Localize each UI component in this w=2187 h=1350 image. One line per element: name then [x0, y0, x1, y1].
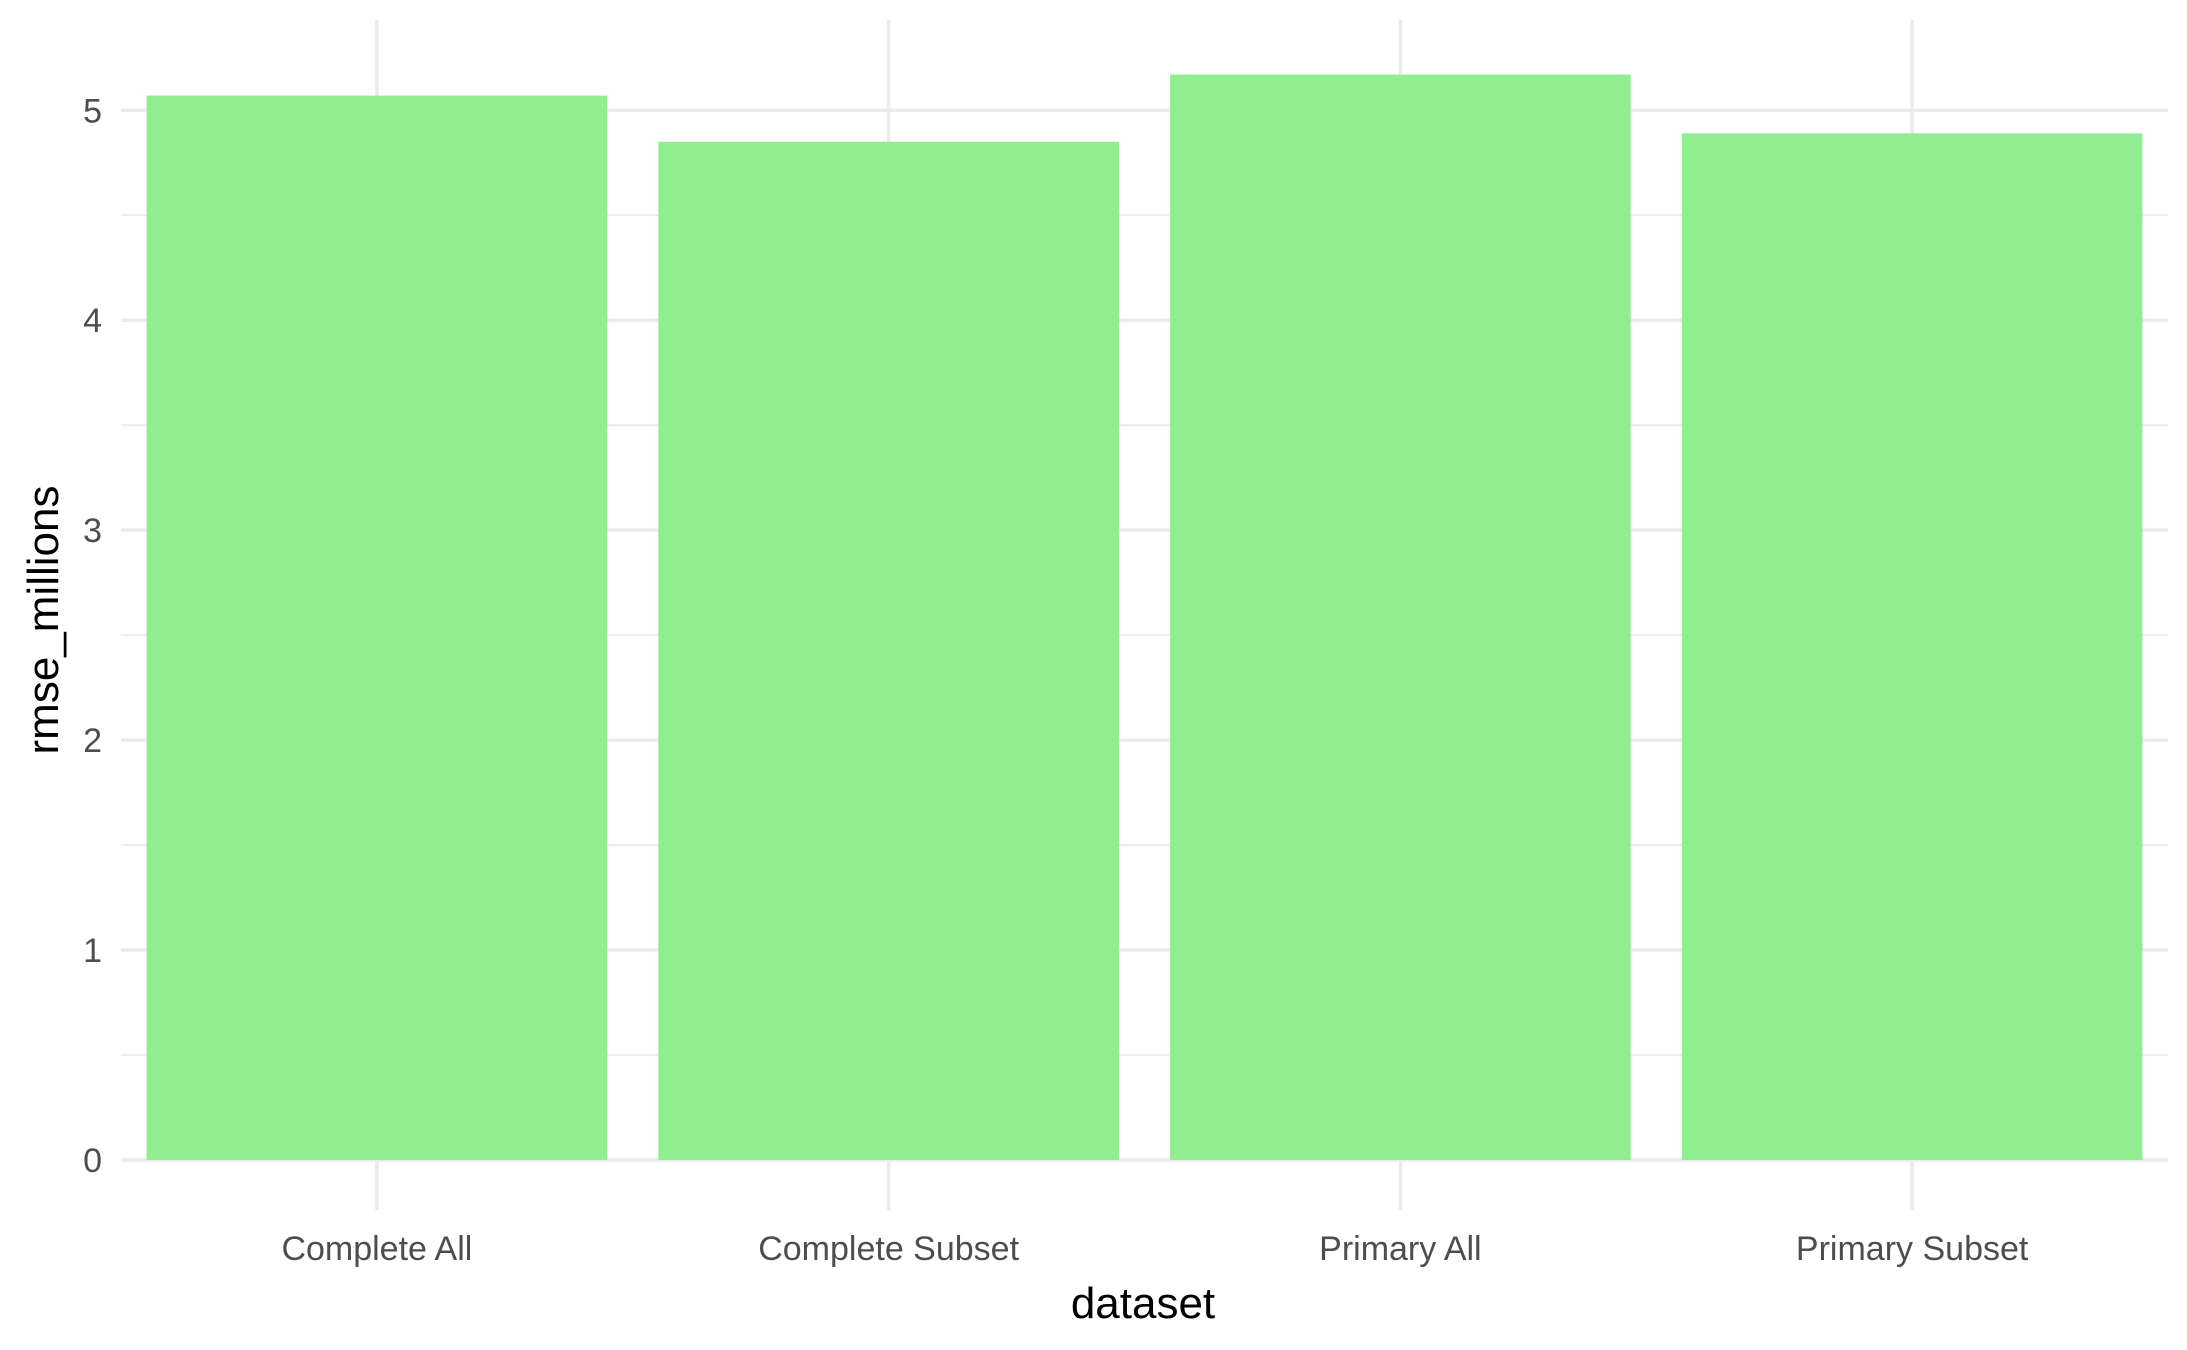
- y-tick-label: 0: [83, 1142, 102, 1180]
- y-tick-label: 5: [83, 92, 102, 130]
- bar-primary-subset: [1681, 133, 2143, 1161]
- y-tick-label: 4: [83, 302, 102, 340]
- x-axis-tick-labels: Complete All Complete Subset Primary All Pr…: [281, 1230, 2028, 1268]
- y-axis-title: rmse_millions: [19, 486, 68, 755]
- x-tick-label: Complete All: [281, 1230, 472, 1268]
- x-tick-label: Primary Subset: [1796, 1230, 2029, 1268]
- x-axis-title: dataset: [1071, 1279, 1215, 1328]
- x-tick-label: Complete Subset: [758, 1230, 1019, 1268]
- x-tick-label: Primary All: [1319, 1230, 1481, 1268]
- bar-complete-subset: [658, 141, 1119, 1161]
- y-tick-label: 3: [83, 512, 102, 550]
- y-tick-label: 2: [83, 722, 102, 760]
- bar-complete-all: [146, 95, 608, 1161]
- y-tick-label: 1: [83, 932, 102, 970]
- bar-primary-all: [1170, 74, 1631, 1160]
- bars: [146, 74, 2143, 1161]
- y-axis-tick-labels: 0 1 2 3 4 5: [83, 92, 102, 1180]
